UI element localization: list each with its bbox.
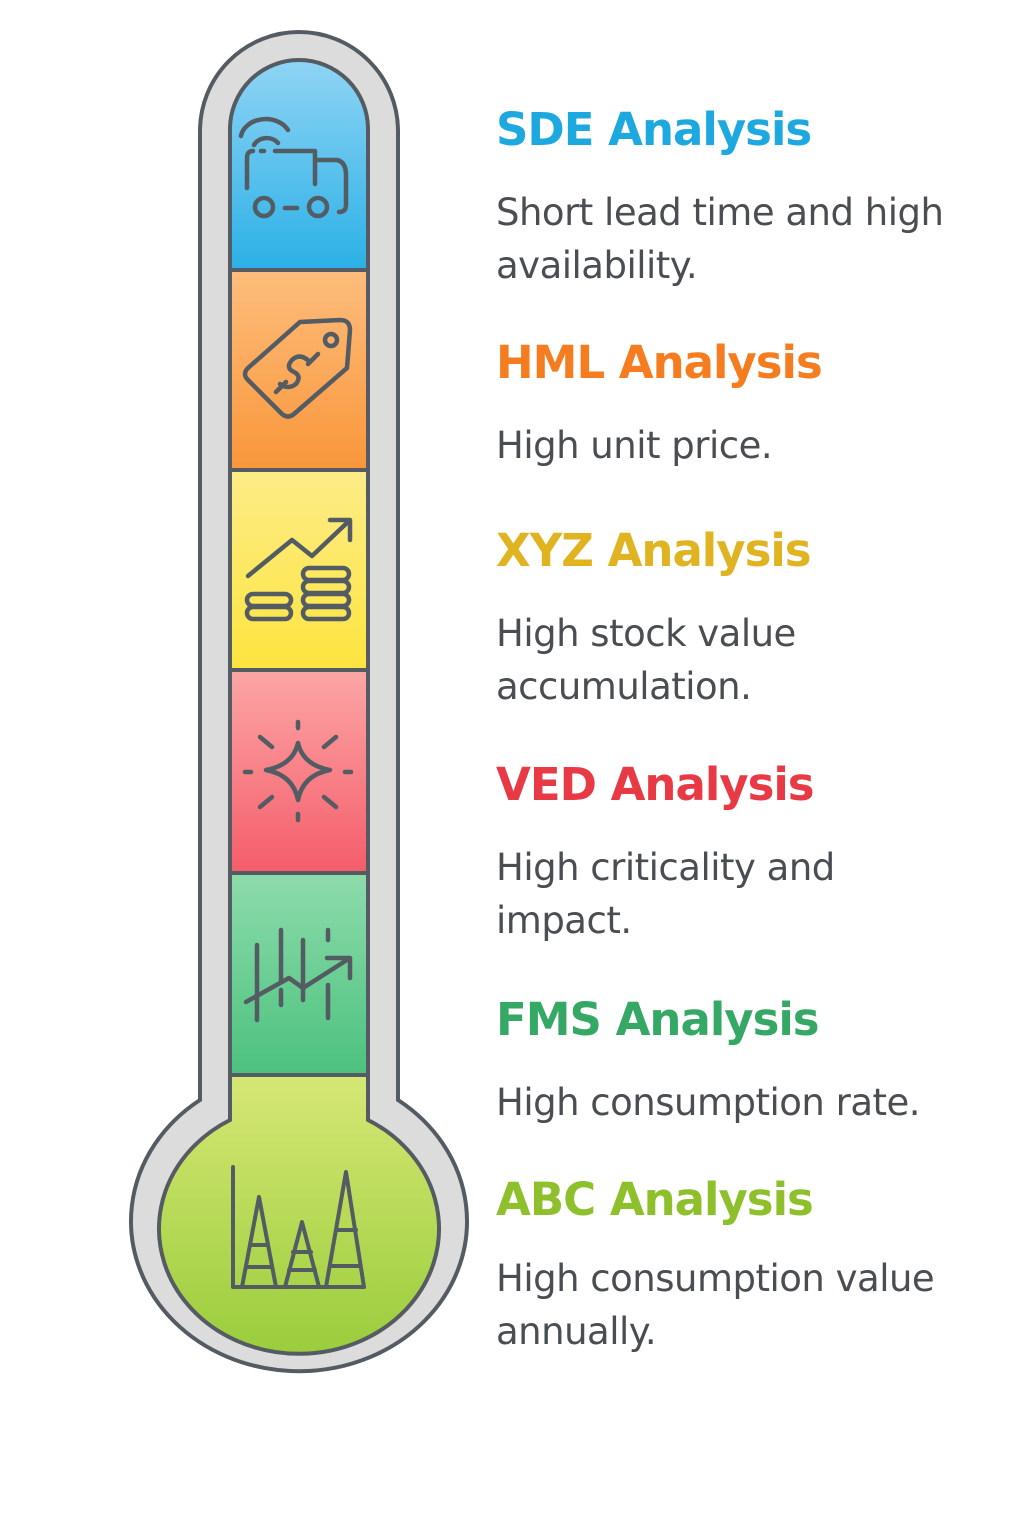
item-desc: Short lead time and high availability. bbox=[496, 191, 944, 287]
item-ved: VED Analysis High criticality and impact… bbox=[496, 759, 996, 947]
item-xyz: XYZ Analysis High stock value accumulati… bbox=[496, 525, 996, 713]
segment-fms bbox=[228, 871, 370, 1077]
item-hml: HML Analysis High unit price. bbox=[496, 337, 996, 472]
item-desc: High criticality and impact. bbox=[496, 846, 835, 942]
item-title: FMS Analysis bbox=[496, 993, 820, 1046]
item-desc: High consumption rate. bbox=[496, 1081, 921, 1124]
delivery-truck-wifi-icon bbox=[238, 116, 349, 219]
item-desc: High consumption value annually. bbox=[496, 1257, 935, 1353]
item-title: HML Analysis bbox=[496, 336, 823, 389]
sparkle-icon bbox=[242, 719, 354, 823]
abc-ladder-icon bbox=[231, 1165, 366, 1289]
item-title: XYZ Analysis bbox=[496, 524, 812, 577]
item-abc: ABC Analysis High consumption value annu… bbox=[496, 1174, 996, 1358]
item-desc: High stock value accumulation. bbox=[496, 612, 796, 708]
item-sde: SDE Analysis Short lead time and high av… bbox=[496, 104, 996, 292]
item-desc: High unit price. bbox=[496, 424, 773, 467]
segment-sde bbox=[228, 58, 370, 272]
trend-chart-icon bbox=[243, 927, 353, 1023]
coins-growth-icon bbox=[244, 517, 353, 622]
segment-abc-bulb bbox=[157, 1073, 441, 1356]
price-tag-dollar-icon bbox=[242, 317, 353, 419]
item-fms: FMS Analysis High consumption rate. bbox=[496, 994, 996, 1129]
item-title: SDE Analysis bbox=[496, 103, 812, 156]
item-title: VED Analysis bbox=[496, 758, 815, 811]
item-title: ABC Analysis bbox=[496, 1173, 814, 1226]
